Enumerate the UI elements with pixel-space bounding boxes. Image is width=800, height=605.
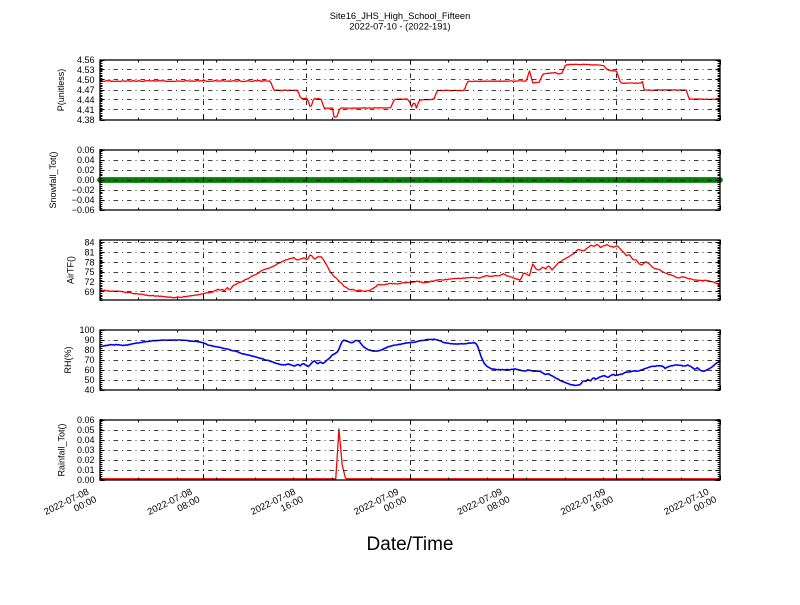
svg-text:60: 60 xyxy=(84,365,94,375)
svg-text:90: 90 xyxy=(84,335,94,345)
svg-text:AirTF(): AirTF() xyxy=(66,256,76,284)
svg-text:4.53: 4.53 xyxy=(77,65,95,75)
svg-text:4.38: 4.38 xyxy=(77,115,95,125)
svg-text:84: 84 xyxy=(84,237,94,247)
svg-text:0.06: 0.06 xyxy=(77,415,95,425)
svg-text:0.04: 0.04 xyxy=(77,435,95,445)
svg-text:Site16_JHS_High_School_Fifteen: Site16_JHS_High_School_Fifteen xyxy=(330,11,471,21)
svg-text:4.41: 4.41 xyxy=(77,105,95,115)
svg-text:75: 75 xyxy=(84,267,94,277)
svg-text:4.47: 4.47 xyxy=(77,85,95,95)
svg-text:−0.06: −0.06 xyxy=(72,205,95,215)
svg-text:0.00: 0.00 xyxy=(77,175,95,185)
svg-text:40: 40 xyxy=(84,385,94,395)
svg-text:0.03: 0.03 xyxy=(77,445,95,455)
svg-text:0.00: 0.00 xyxy=(77,475,95,485)
svg-text:80: 80 xyxy=(84,345,94,355)
svg-text:0.02: 0.02 xyxy=(77,165,95,175)
svg-text:81: 81 xyxy=(84,247,94,257)
svg-text:Date/Time: Date/Time xyxy=(367,534,454,555)
svg-text:2022-07-10 - (2022-191): 2022-07-10 - (2022-191) xyxy=(349,22,450,32)
svg-text:100: 100 xyxy=(79,325,94,335)
svg-text:50: 50 xyxy=(84,375,94,385)
svg-text:4.44: 4.44 xyxy=(77,95,95,105)
svg-text:0.02: 0.02 xyxy=(77,455,95,465)
svg-text:0.06: 0.06 xyxy=(77,145,95,155)
svg-text:−0.04: −0.04 xyxy=(72,195,95,205)
svg-text:70: 70 xyxy=(84,355,94,365)
svg-text:0.04: 0.04 xyxy=(77,155,95,165)
svg-text:0.01: 0.01 xyxy=(77,465,95,475)
svg-text:0.05: 0.05 xyxy=(77,425,95,435)
svg-text:Snowfall_Tot(): Snowfall_Tot() xyxy=(48,151,58,208)
svg-text:RH(%): RH(%) xyxy=(63,347,73,374)
svg-text:4.56: 4.56 xyxy=(77,55,95,65)
svg-text:P(unitless): P(unitless) xyxy=(56,69,66,112)
svg-text:4.50: 4.50 xyxy=(77,75,95,85)
svg-text:78: 78 xyxy=(84,257,94,267)
svg-text:72: 72 xyxy=(84,277,94,287)
svg-text:69: 69 xyxy=(84,287,94,297)
svg-text:−0.02: −0.02 xyxy=(72,185,95,195)
svg-text:Rainfall_Tot(): Rainfall_Tot() xyxy=(57,423,67,476)
